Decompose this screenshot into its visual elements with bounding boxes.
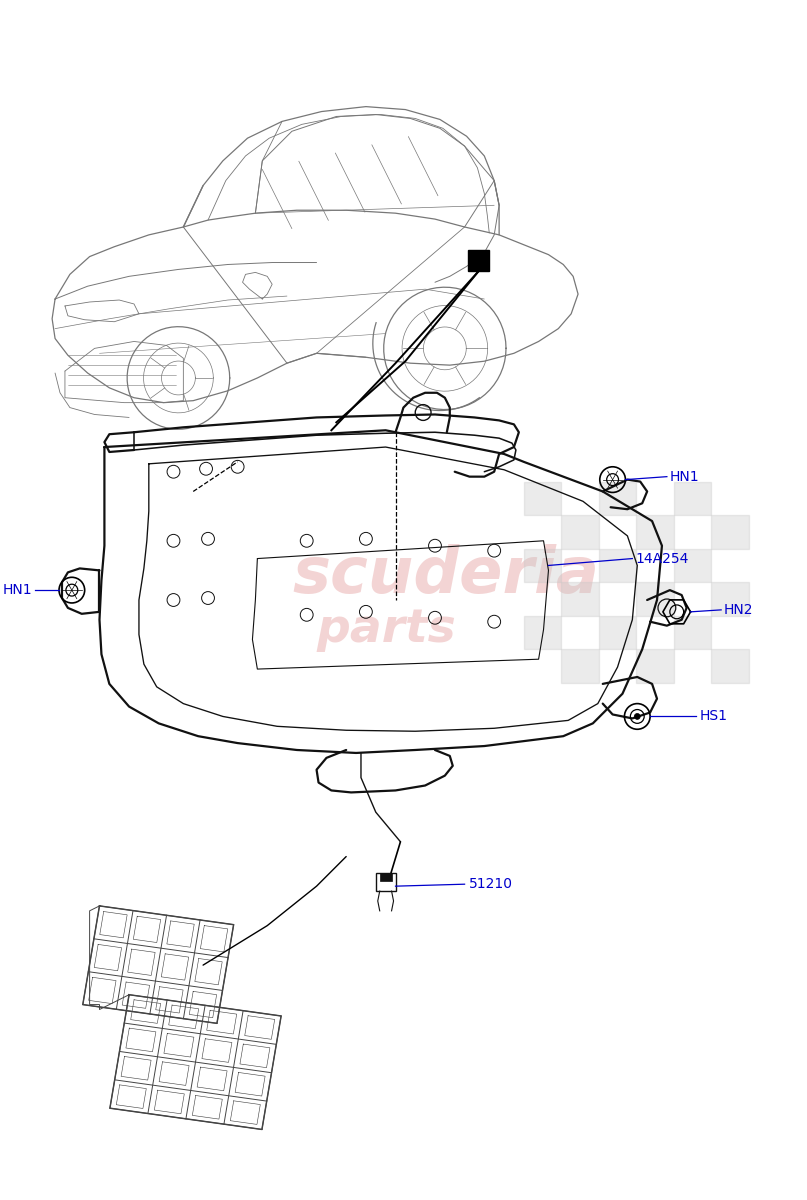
Text: HN1: HN1 xyxy=(2,583,32,598)
Bar xyxy=(636,515,674,548)
Bar xyxy=(599,548,636,582)
Bar xyxy=(524,481,562,515)
Bar xyxy=(562,582,599,616)
Bar xyxy=(562,649,599,683)
Bar xyxy=(674,616,711,649)
Text: HN2: HN2 xyxy=(724,602,754,617)
Bar xyxy=(636,582,674,616)
Bar xyxy=(524,548,562,582)
Text: 14A254: 14A254 xyxy=(635,552,688,565)
Bar xyxy=(562,515,599,548)
Bar xyxy=(467,250,489,271)
Text: HS1: HS1 xyxy=(700,709,727,724)
Text: parts: parts xyxy=(316,607,456,652)
Bar xyxy=(524,616,562,649)
Bar xyxy=(711,582,749,616)
Bar xyxy=(674,481,711,515)
Bar xyxy=(376,874,395,892)
Text: 51210: 51210 xyxy=(469,877,512,892)
Bar xyxy=(711,649,749,683)
Bar xyxy=(380,874,391,881)
Text: HN1: HN1 xyxy=(670,469,700,484)
Bar xyxy=(711,515,749,548)
Bar xyxy=(599,481,636,515)
Bar xyxy=(636,649,674,683)
Circle shape xyxy=(634,714,640,720)
Bar xyxy=(674,548,711,582)
Bar xyxy=(599,616,636,649)
Text: scuderia: scuderia xyxy=(292,545,599,606)
